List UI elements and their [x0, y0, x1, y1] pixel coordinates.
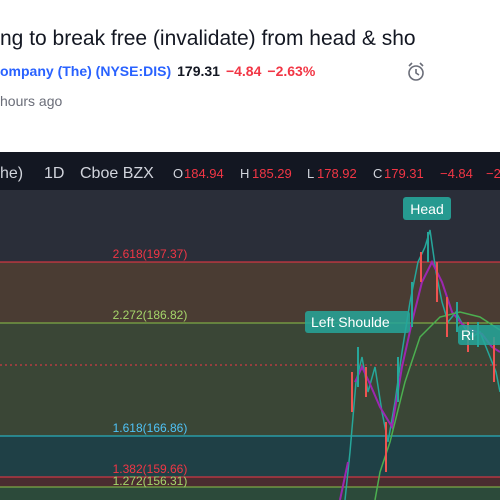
interval[interactable]: 1D: [44, 165, 64, 182]
company-link[interactable]: ompany (The): [0, 63, 92, 79]
symbol-link[interactable]: (NYSE:DIS): [95, 63, 172, 79]
annotation[interactable]: Ri: [461, 327, 474, 343]
fib-zone: [0, 477, 500, 487]
change-percent: −2.63%: [267, 63, 316, 79]
fib-label: 1.382(159.66): [113, 462, 188, 476]
high-label: H: [240, 166, 249, 181]
low-label: L: [307, 166, 314, 181]
annotation-box[interactable]: [458, 325, 500, 345]
annotation[interactable]: Head: [410, 201, 443, 217]
open: 184.94: [184, 166, 224, 181]
change: −4.84: [225, 63, 262, 79]
price: 179.31: [177, 63, 220, 79]
fib-label: 2.618(197.37): [113, 247, 188, 261]
low: 178.92: [317, 166, 357, 181]
high: 185.29: [252, 166, 292, 181]
close-label: C: [373, 166, 382, 181]
chart[interactable]: 2.618(197.37) 2.272(186.82) 1.618(166.86…: [0, 152, 500, 500]
candles: [351, 252, 495, 472]
fib-zone: [0, 262, 500, 323]
exchange: Cboe BZX: [80, 165, 154, 182]
symbol-name[interactable]: he): [0, 165, 23, 182]
close: 179.31: [384, 166, 424, 181]
toolbar: [0, 152, 500, 190]
symbol-line: ompany (The) (NYSE:DIS) 179.31 −4.84 −2.63%: [0, 63, 315, 79]
time-ago: hours ago: [0, 93, 63, 109]
fib-label: 1.618(166.86): [113, 421, 188, 435]
fib-zone: [0, 323, 500, 436]
open-label: O: [173, 166, 183, 181]
moving-average: [374, 311, 500, 500]
alarm-icon[interactable]: [405, 60, 429, 84]
fib-label: 1.272(156.31): [113, 474, 188, 488]
change: −4.84: [440, 166, 473, 181]
fib-zone: [0, 487, 500, 500]
change-percent: −2: [486, 166, 500, 181]
annotation[interactable]: Left Shoulde: [311, 314, 390, 330]
annotation-box[interactable]: [305, 311, 410, 333]
idea-title[interactable]: ng to break free (invalidate) from head …: [0, 27, 416, 50]
annotation-box[interactable]: [403, 197, 451, 220]
fib-label: 2.272(186.82): [113, 308, 188, 322]
moving-average: [339, 461, 349, 500]
fib-zone: [0, 436, 500, 477]
